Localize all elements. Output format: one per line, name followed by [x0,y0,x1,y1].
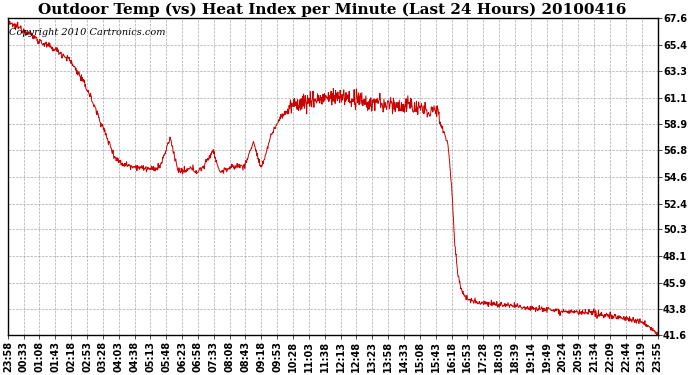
Title: Outdoor Temp (vs) Heat Index per Minute (Last 24 Hours) 20100416: Outdoor Temp (vs) Heat Index per Minute … [39,3,627,17]
Text: Copyright 2010 Cartronics.com: Copyright 2010 Cartronics.com [9,28,166,37]
